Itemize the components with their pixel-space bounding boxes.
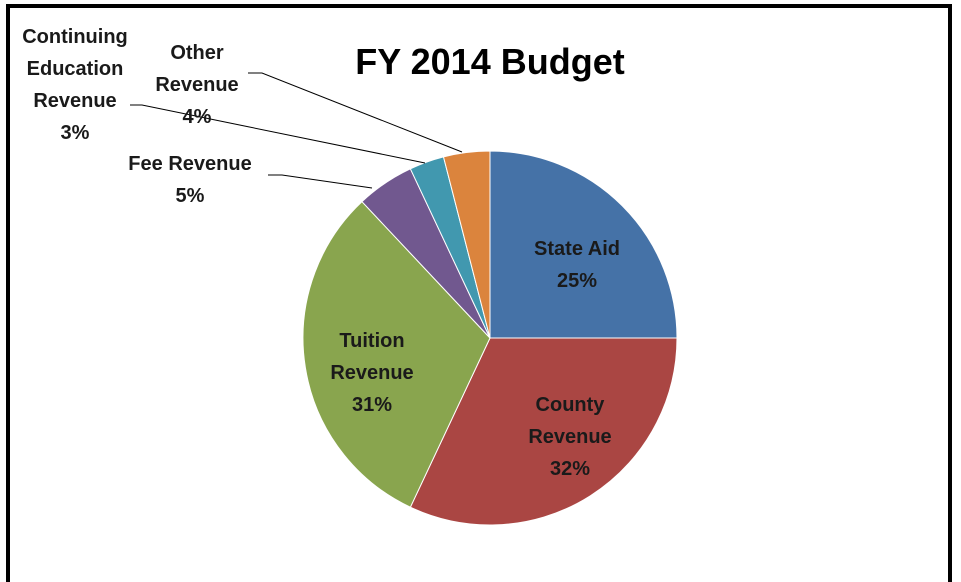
data-label: Continuing Education Revenue 3% — [15, 21, 135, 149]
value-label: 32% — [549, 458, 591, 480]
data-label: Tuition Revenue 31% — [317, 325, 427, 421]
data-label: Other Revenue 4% — [147, 37, 247, 133]
pie-slice — [442, 150, 491, 339]
pie-slice — [489, 150, 678, 339]
data-label: State Aid 25% — [512, 233, 642, 297]
value-label: 5% — [175, 185, 205, 207]
data-label: County Revenue 32% — [515, 389, 625, 485]
leader-line — [248, 72, 463, 153]
category-label: Fee Revenue — [128, 153, 252, 175]
category-label: Tuition Revenue — [330, 330, 414, 384]
category-label: Other Revenue — [155, 42, 239, 96]
category-label: County Revenue — [528, 394, 612, 448]
category-label: State Aid — [534, 238, 620, 260]
pie-slice — [302, 200, 491, 508]
slices — [302, 150, 678, 526]
pie-slice — [409, 337, 678, 526]
leader-line — [130, 104, 426, 164]
data-label: Fee Revenue 5% — [105, 148, 275, 212]
frame — [6, 4, 952, 582]
chart-title: FY 2014 Budget — [355, 41, 625, 82]
leader-line — [268, 174, 373, 189]
value-label: 31% — [351, 394, 393, 416]
value-label: 25% — [556, 270, 598, 292]
value-label: 3% — [60, 122, 90, 144]
category-label: Continuing Education Revenue — [22, 26, 128, 112]
value-label: 4% — [182, 106, 212, 128]
